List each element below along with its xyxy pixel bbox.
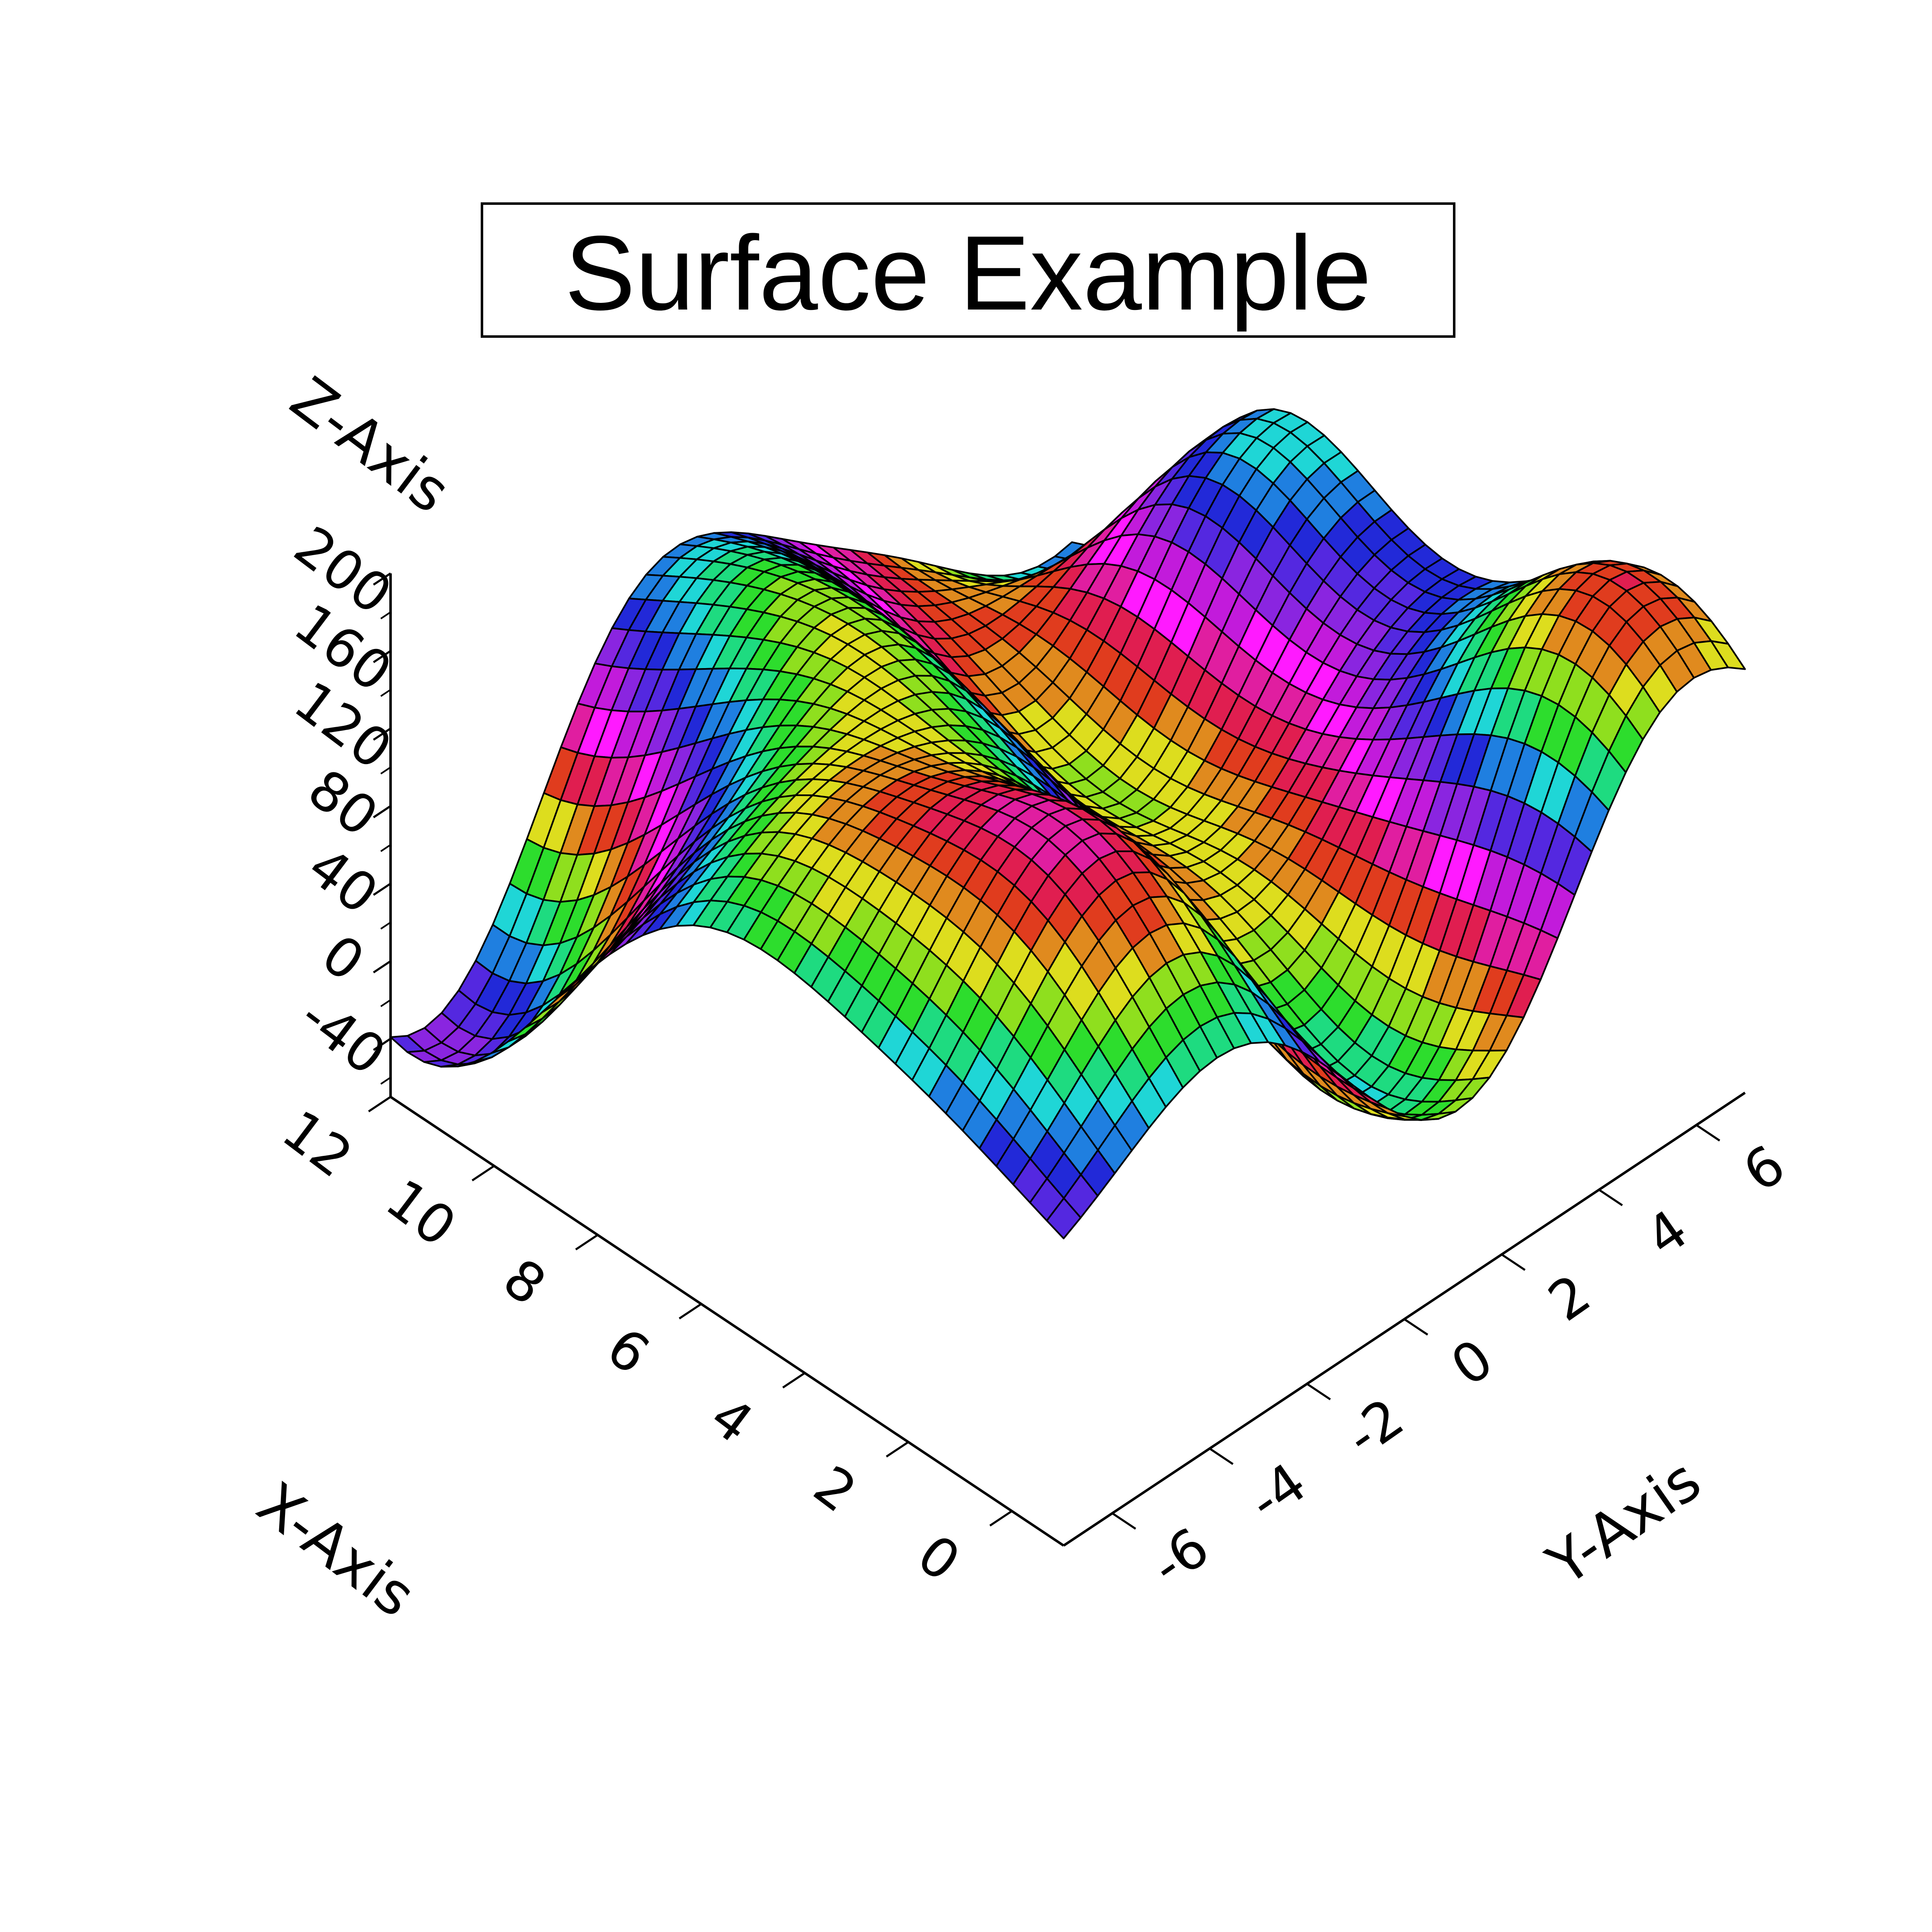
- z-axis-minor-tick: [380, 611, 391, 619]
- y-axis-minor-tick: [1404, 1318, 1418, 1329]
- z-axis-minor-tick: [380, 689, 391, 697]
- z-axis-minor-tick: [380, 844, 391, 852]
- z-axis-minor-tick: [380, 999, 391, 1007]
- y-axis-minor-tick: [1696, 1124, 1710, 1135]
- chart-title: Surface Example: [481, 202, 1455, 338]
- y-axis-minor-tick: [1112, 1512, 1126, 1523]
- x-axis-minor-tick: [792, 1372, 806, 1382]
- z-axis-minor-tick: [380, 728, 391, 736]
- x-axis-minor-tick: [999, 1510, 1013, 1520]
- y-axis-minor-tick: [1501, 1254, 1515, 1264]
- z-axis-tick: [373, 572, 391, 586]
- x-axis-minor-tick: [895, 1441, 909, 1451]
- y-axis-minor-tick: [1306, 1383, 1320, 1394]
- x-axis-minor-tick: [585, 1234, 598, 1244]
- x-axis-tick: [368, 1096, 391, 1113]
- x-axis-line: [390, 1096, 1064, 1547]
- x-axis-minor-tick: [481, 1165, 495, 1175]
- z-axis-minor-tick: [380, 883, 391, 891]
- z-axis-minor-tick: [380, 922, 391, 930]
- title-text: Surface Example: [565, 214, 1372, 332]
- title-box: [481, 202, 1455, 338]
- y-axis-minor-tick: [1209, 1448, 1223, 1458]
- x-axis-minor-tick: [688, 1303, 702, 1313]
- z-axis-minor-tick: [380, 960, 391, 968]
- z-axis-minor-tick: [380, 1077, 391, 1085]
- z-axis-minor-tick: [380, 767, 391, 774]
- z-axis-minor-tick: [380, 650, 391, 658]
- surface-mesh: [390, 408, 1746, 1239]
- z-axis-minor-tick: [380, 805, 391, 814]
- surface-cell: [1046, 1197, 1082, 1239]
- y-axis-minor-tick: [1598, 1189, 1612, 1200]
- z-axis-minor-tick: [380, 1038, 391, 1046]
